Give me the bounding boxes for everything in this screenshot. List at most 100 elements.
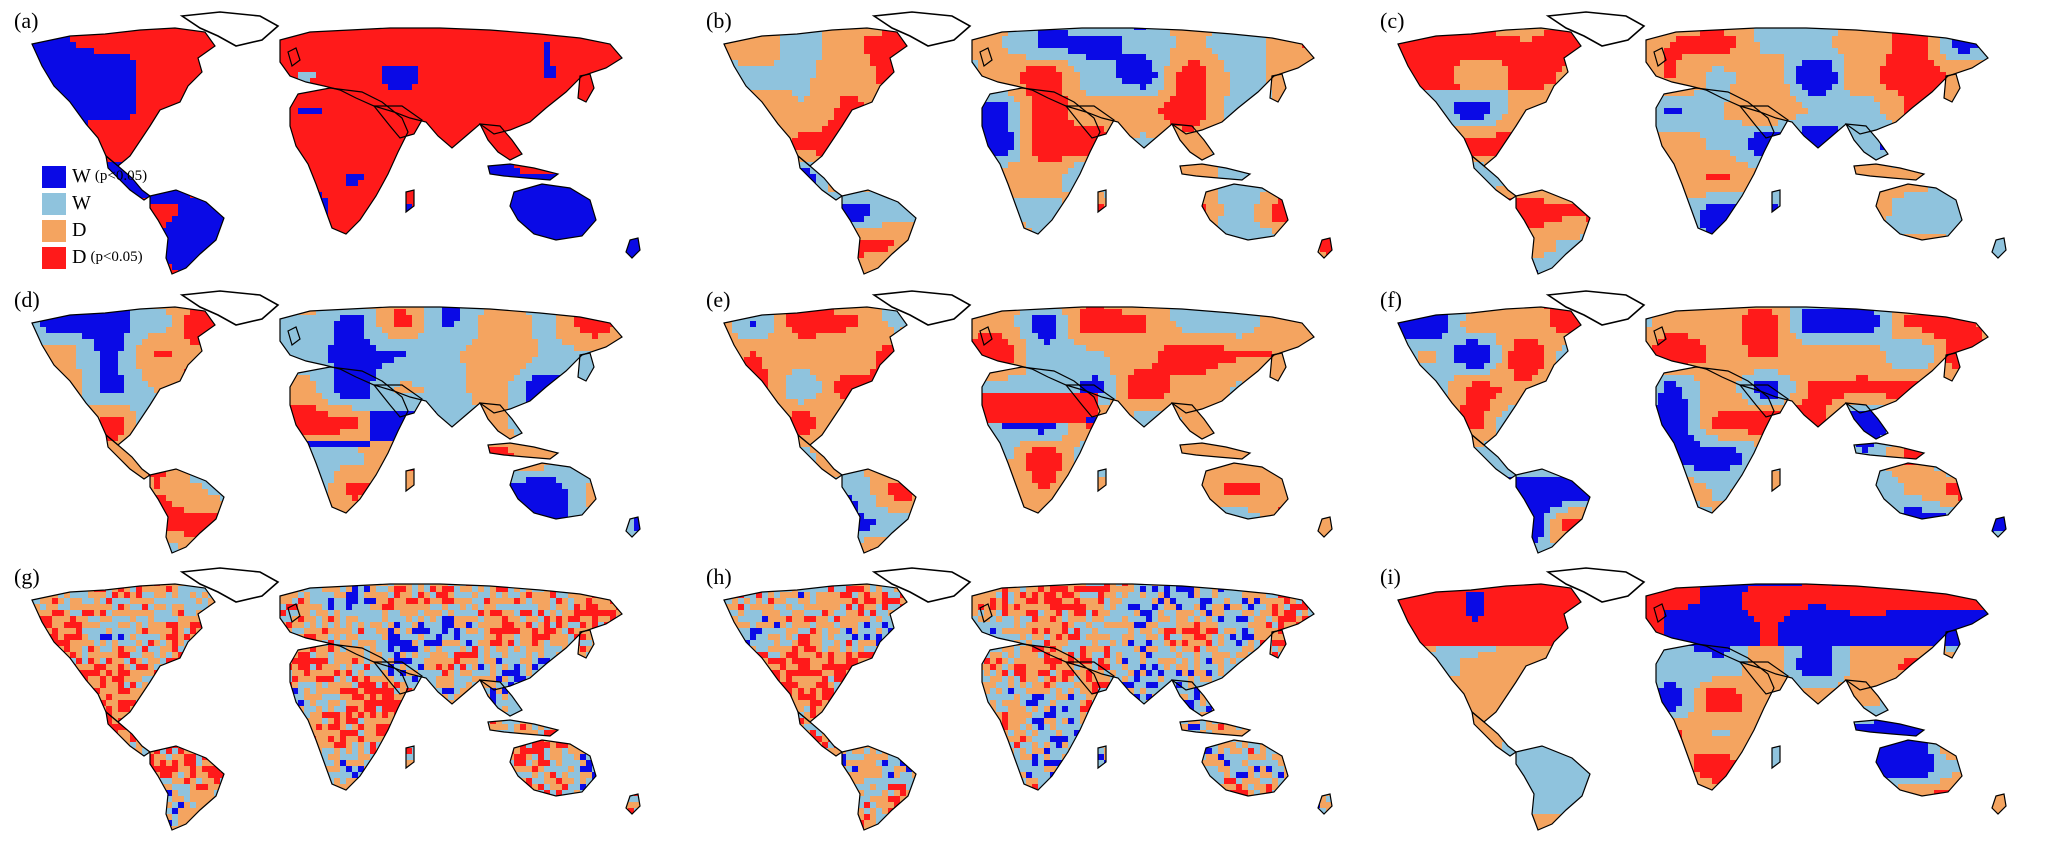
coast-australia xyxy=(1201,462,1289,520)
coast-africa xyxy=(1655,643,1775,791)
coast-southAmerica xyxy=(149,468,225,554)
coast-centralAmerica xyxy=(797,433,844,480)
coast-centralAmerica xyxy=(1471,154,1518,201)
coast-australia xyxy=(1875,462,1963,520)
coastline xyxy=(1397,567,2007,831)
coast-africa xyxy=(289,366,409,514)
coast-africa xyxy=(981,87,1101,235)
coast-japan xyxy=(1943,629,1961,659)
trend-raster xyxy=(1398,307,2006,553)
coastline xyxy=(723,567,1333,831)
coast-greenland xyxy=(179,290,280,326)
coast-indonesia xyxy=(487,163,560,181)
panel-label-a: (a) xyxy=(14,8,38,34)
coast-newZealand xyxy=(1991,237,2007,259)
trend-raster xyxy=(32,307,640,553)
world-map-c xyxy=(1397,11,2007,275)
coast-madagascar xyxy=(1771,189,1781,214)
coast-arabia xyxy=(372,384,423,418)
coast-australia xyxy=(1875,739,1963,797)
panel-label-c: (c) xyxy=(1380,8,1404,34)
coast-centralAmerica xyxy=(797,710,844,757)
coast-arabia xyxy=(1064,105,1115,139)
coast-australia xyxy=(1201,739,1289,797)
coast-arabia xyxy=(1738,661,1789,695)
coast-africa xyxy=(1655,366,1775,514)
trend-raster xyxy=(1398,584,2006,830)
coast-greenland xyxy=(1545,567,1646,603)
coast-arabia xyxy=(372,661,423,695)
coast-indonesia xyxy=(487,719,560,737)
coast-southAmerica xyxy=(1515,189,1591,275)
coastline xyxy=(31,11,641,275)
coast-centralAmerica xyxy=(797,154,844,201)
coast-arabia xyxy=(1738,105,1789,139)
legend-label: D xyxy=(72,219,86,242)
coast-eurasia xyxy=(971,583,1315,705)
coast-australia xyxy=(1201,183,1289,241)
coastline xyxy=(723,11,1333,275)
coast-africa xyxy=(289,643,409,791)
coast-uk xyxy=(287,603,301,624)
coast-japan xyxy=(1269,629,1287,659)
coast-uk xyxy=(979,603,993,624)
coast-southAmerica xyxy=(841,468,917,554)
coast-seAsia xyxy=(478,123,523,161)
coast-centralAmerica xyxy=(105,154,152,201)
coast-newZealand xyxy=(1317,237,1333,259)
coast-japan xyxy=(1269,73,1287,103)
coast-australia xyxy=(509,183,597,241)
coast-indonesia xyxy=(1179,442,1252,460)
coast-greenland xyxy=(871,290,972,326)
trend-raster xyxy=(32,584,640,830)
legend-label: W xyxy=(72,192,91,215)
coast-madagascar xyxy=(405,189,415,214)
coast-northAmerica xyxy=(31,306,216,446)
coast-seAsia xyxy=(478,402,523,440)
coast-arabia xyxy=(1064,384,1115,418)
coast-australia xyxy=(509,462,597,520)
world-map-f xyxy=(1397,290,2007,554)
legend-item-d: D xyxy=(42,217,147,244)
coast-indonesia xyxy=(1853,442,1926,460)
coast-africa xyxy=(1655,87,1775,235)
panel-label-i: (i) xyxy=(1380,564,1401,590)
coast-uk xyxy=(287,326,301,347)
coast-northAmerica xyxy=(1397,27,1582,167)
map-panel-e: (e) xyxy=(702,285,1382,555)
trend-raster xyxy=(1398,28,2006,274)
world-map-d xyxy=(31,290,641,554)
coast-seAsia xyxy=(1844,123,1889,161)
coast-madagascar xyxy=(1771,745,1781,770)
coast-uk xyxy=(1653,326,1667,347)
coast-japan xyxy=(577,352,595,382)
map-panel-f: (f) xyxy=(1376,285,2056,555)
coast-arabia xyxy=(1738,384,1789,418)
coast-indonesia xyxy=(1179,163,1252,181)
coast-northAmerica xyxy=(1397,306,1582,446)
coastline xyxy=(31,290,641,554)
coast-africa xyxy=(981,643,1101,791)
map-panel-c: (c) xyxy=(1376,6,2056,276)
legend-item-d-sig: D (p<0.05) xyxy=(42,244,147,271)
panel-label-h: (h) xyxy=(706,564,732,590)
coast-northAmerica xyxy=(31,27,216,167)
world-map-g xyxy=(31,567,641,831)
coast-centralAmerica xyxy=(105,433,152,480)
coast-madagascar xyxy=(405,468,415,493)
legend-label: D xyxy=(72,246,86,269)
coast-japan xyxy=(577,73,595,103)
coast-greenland xyxy=(871,11,972,47)
coast-southAmerica xyxy=(841,745,917,831)
coast-southAmerica xyxy=(1515,468,1591,554)
coast-eurasia xyxy=(279,583,623,705)
coast-uk xyxy=(1653,603,1667,624)
coast-newZealand xyxy=(1317,793,1333,815)
coast-newZealand xyxy=(625,237,641,259)
legend-sublabel: (p<0.05) xyxy=(90,249,142,266)
coast-eurasia xyxy=(279,27,623,149)
world-map-b xyxy=(723,11,1333,275)
coast-newZealand xyxy=(1991,516,2007,538)
coast-seAsia xyxy=(1844,402,1889,440)
coast-africa xyxy=(289,87,409,235)
